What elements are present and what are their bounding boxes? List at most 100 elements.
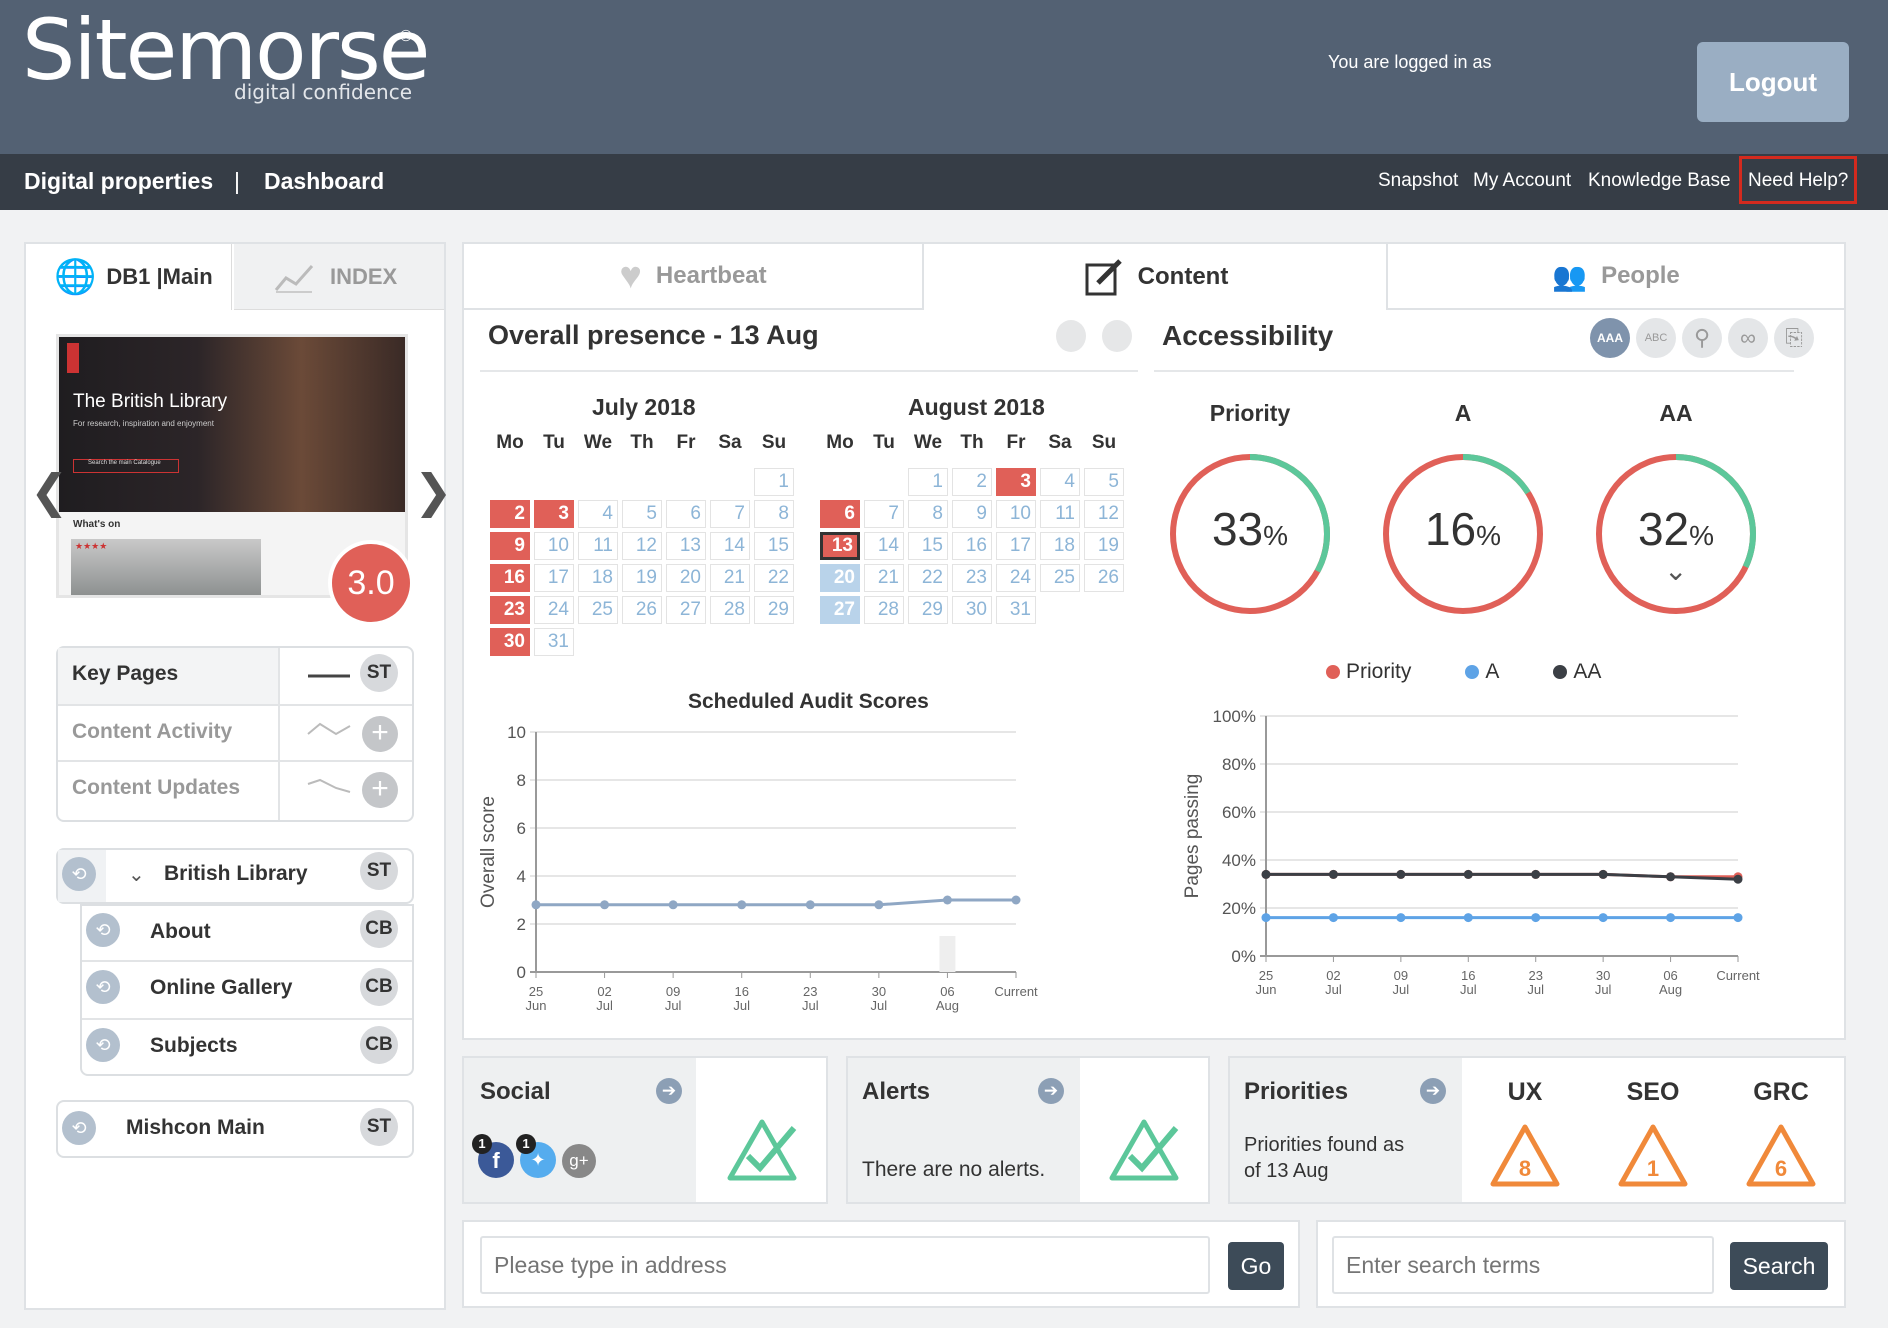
data-point[interactable] — [737, 900, 747, 910]
august-day-cell[interactable]: 18 — [1040, 532, 1080, 560]
august-day-cell[interactable]: 27 — [820, 596, 860, 624]
july-day-cell[interactable]: 8 — [754, 500, 794, 528]
august-day-cell[interactable]: 14 — [864, 532, 904, 560]
july-day-cell[interactable]: 1 — [754, 468, 794, 496]
warning-triangle-icon[interactable]: 1 — [1617, 1122, 1689, 1188]
august-day-cell[interactable]: 20 — [820, 564, 860, 592]
august-day-cell[interactable]: 31 — [996, 596, 1036, 624]
data-point[interactable] — [1328, 869, 1338, 879]
aaa-filter-icon[interactable]: AAA — [1590, 318, 1630, 358]
august-day-cell[interactable]: 5 — [1084, 468, 1124, 496]
august-day-cell[interactable]: 3 — [996, 468, 1036, 496]
legend-item[interactable]: AA — [1553, 660, 1601, 684]
july-day-cell[interactable]: 19 — [622, 564, 662, 592]
july-day-cell[interactable]: 4 — [578, 500, 618, 528]
august-day-cell[interactable]: 29 — [908, 596, 948, 624]
refresh-icon[interactable]: ⟲ — [86, 913, 120, 947]
august-day-cell[interactable]: 22 — [908, 564, 948, 592]
key-pages-label[interactable]: Key Pages — [72, 662, 179, 685]
august-day-cell[interactable]: 21 — [864, 564, 904, 592]
data-point[interactable] — [942, 895, 952, 905]
legend-item[interactable]: Priority — [1326, 660, 1411, 684]
mobile-icon[interactable] — [1102, 320, 1132, 352]
data-point[interactable] — [874, 900, 884, 910]
data-point[interactable] — [1328, 913, 1338, 923]
refresh-icon[interactable]: ⟲ — [86, 970, 120, 1004]
july-day-cell[interactable]: 22 — [754, 564, 794, 592]
nav-snapshot[interactable]: Snapshot — [1378, 170, 1459, 191]
search-icon[interactable]: ⚲ — [1682, 318, 1722, 358]
add-content-activity-button[interactable]: + — [362, 716, 398, 752]
july-day-cell[interactable]: 7 — [710, 500, 750, 528]
data-point[interactable] — [1396, 869, 1406, 879]
july-day-cell[interactable]: 11 — [578, 532, 618, 560]
data-point[interactable] — [1666, 872, 1676, 882]
july-day-cell[interactable]: 26 — [622, 596, 662, 624]
chevron-down-icon[interactable]: ⌄ — [128, 864, 145, 886]
tab-content[interactable]: Content — [926, 244, 1386, 310]
data-point[interactable] — [1531, 913, 1541, 923]
arrow-right-icon[interactable]: ➔ — [656, 1078, 682, 1104]
july-day-cell[interactable]: 18 — [578, 564, 618, 592]
arrow-right-icon[interactable]: ➔ — [1420, 1078, 1446, 1104]
preview-prev-arrow[interactable]: ❮ — [30, 465, 69, 517]
content-updates-label[interactable]: Content Updates — [72, 776, 240, 799]
august-day-cell[interactable]: 24 — [996, 564, 1036, 592]
august-day-cell[interactable]: 26 — [1084, 564, 1124, 592]
july-day-cell[interactable]: 25 — [578, 596, 618, 624]
august-day-cell[interactable]: 7 — [864, 500, 904, 528]
july-day-cell[interactable]: 14 — [710, 532, 750, 560]
site-mishcon-label[interactable]: Mishcon Main — [126, 1116, 265, 1139]
child-about-label[interactable]: About — [150, 920, 211, 943]
data-point[interactable] — [1666, 913, 1676, 923]
link-icon[interactable]: ∞ — [1728, 318, 1768, 358]
august-day-cell[interactable]: 11 — [1040, 500, 1080, 528]
data-point[interactable] — [1396, 913, 1406, 923]
attachment-icon[interactable]: ⎘ — [1774, 318, 1814, 358]
data-point[interactable] — [1598, 913, 1608, 923]
chevron-down-icon[interactable]: ⌄ — [1664, 555, 1688, 586]
refresh-icon[interactable]: ⟲ — [62, 857, 96, 891]
address-input[interactable] — [480, 1236, 1210, 1294]
july-day-cell[interactable]: 2 — [490, 500, 530, 528]
data-point[interactable] — [1463, 869, 1473, 879]
tab-heartbeat[interactable]: ♥ Heartbeat — [464, 244, 924, 310]
facebook-icon[interactable]: f — [478, 1142, 514, 1178]
data-point[interactable] — [531, 900, 541, 910]
data-point[interactable] — [1011, 895, 1021, 905]
july-day-cell[interactable]: 20 — [666, 564, 706, 592]
search-button[interactable]: Search — [1730, 1242, 1828, 1290]
go-button[interactable]: Go — [1228, 1242, 1284, 1290]
july-day-cell[interactable]: 5 — [622, 500, 662, 528]
july-day-cell[interactable]: 3 — [534, 500, 574, 528]
august-day-cell[interactable]: 25 — [1040, 564, 1080, 592]
add-content-updates-button[interactable]: + — [362, 772, 398, 808]
abc-filter-icon[interactable]: ABC — [1636, 318, 1676, 358]
july-day-cell[interactable]: 17 — [534, 564, 574, 592]
data-point[interactable] — [600, 900, 610, 910]
data-point[interactable] — [1261, 869, 1271, 879]
august-day-cell[interactable]: 15 — [908, 532, 948, 560]
site-preview-thumbnail[interactable]: The British Library For research, inspir… — [56, 334, 408, 598]
july-day-cell[interactable]: 29 — [754, 596, 794, 624]
content-activity-label[interactable]: Content Activity — [72, 720, 233, 743]
july-day-cell[interactable]: 23 — [490, 596, 530, 624]
july-day-cell[interactable]: 10 — [534, 532, 574, 560]
august-day-cell[interactable]: 6 — [820, 500, 860, 528]
august-day-cell[interactable]: 8 — [908, 500, 948, 528]
july-day-cell[interactable]: 24 — [534, 596, 574, 624]
preview-next-arrow[interactable]: ❯ — [414, 465, 453, 517]
august-day-cell[interactable]: 28 — [864, 596, 904, 624]
data-point[interactable] — [1733, 874, 1743, 884]
logout-button[interactable]: Logout — [1697, 42, 1849, 122]
august-day-cell[interactable]: 10 — [996, 500, 1036, 528]
refresh-icon[interactable]: ⟲ — [62, 1111, 96, 1145]
warning-triangle-icon[interactable]: 6 — [1745, 1122, 1817, 1188]
nav-need-help[interactable]: Need Help? — [1748, 170, 1849, 191]
july-day-cell[interactable]: 21 — [710, 564, 750, 592]
arrow-right-icon[interactable]: ➔ — [1038, 1078, 1064, 1104]
tab-index[interactable]: INDEX — [234, 244, 444, 310]
july-day-cell[interactable]: 13 — [666, 532, 706, 560]
data-point[interactable] — [1733, 913, 1743, 923]
august-day-cell[interactable]: 13 — [820, 532, 860, 560]
